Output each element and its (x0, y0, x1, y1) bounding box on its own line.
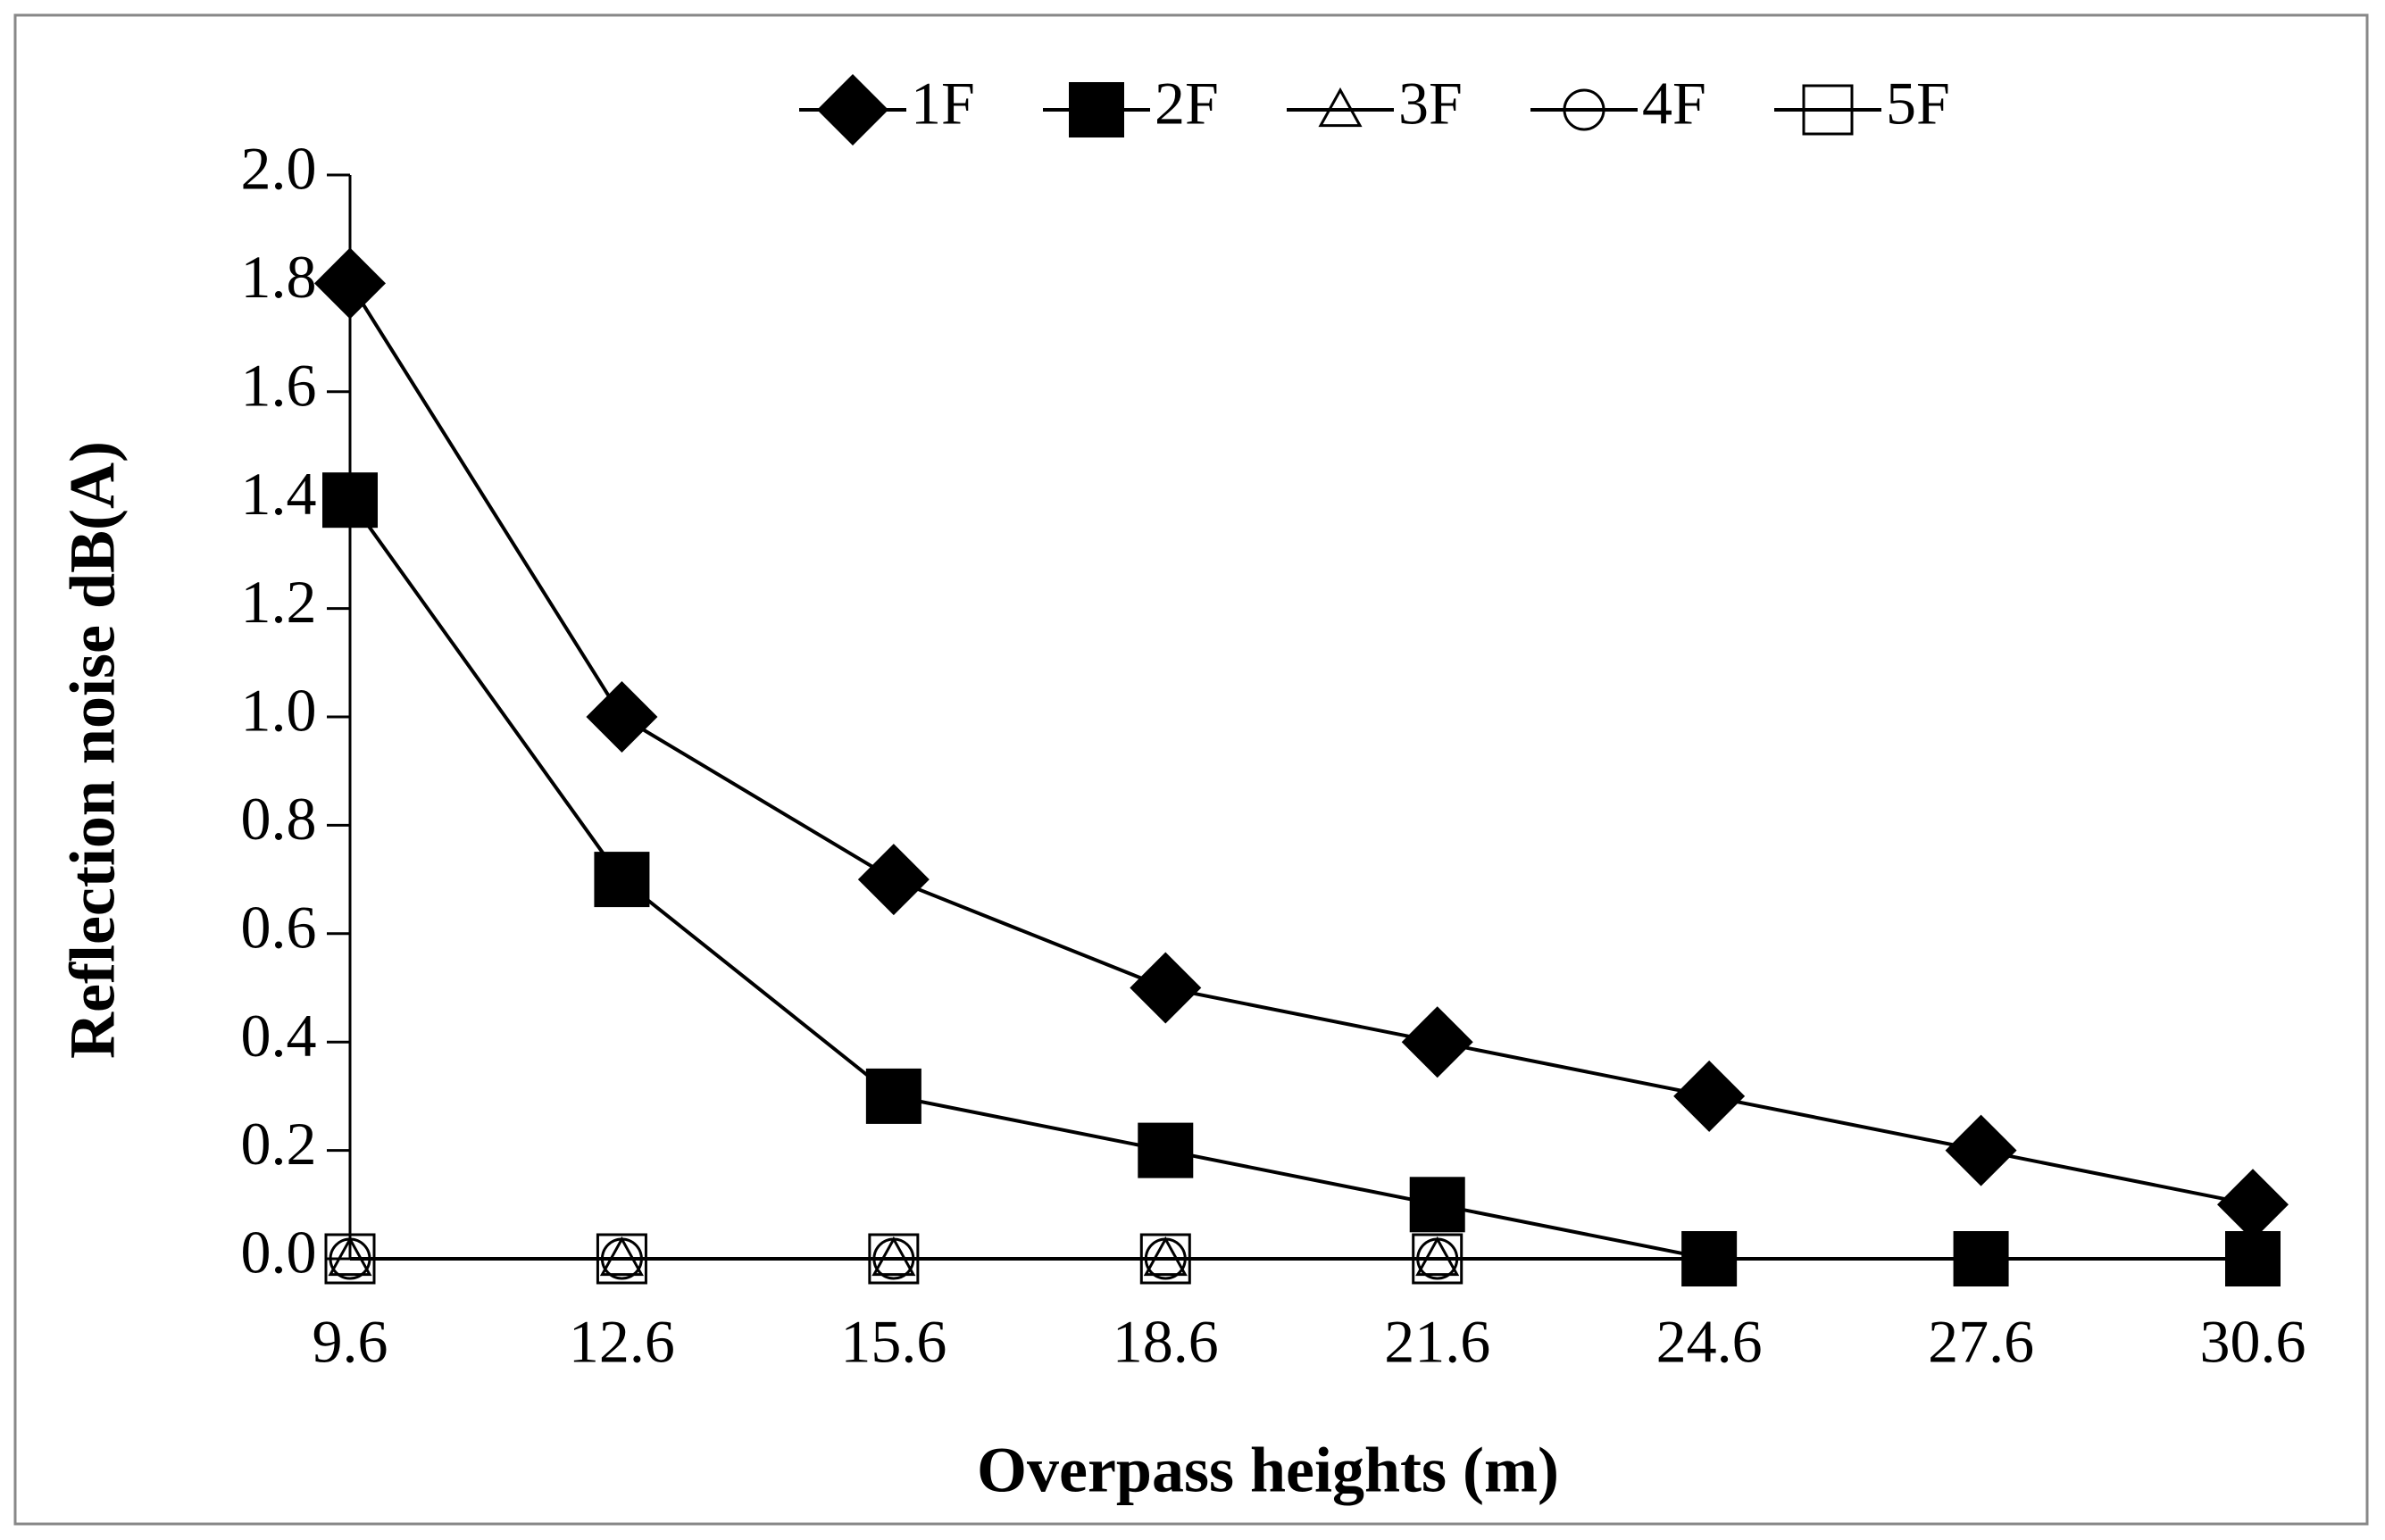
marker (594, 852, 650, 908)
marker (324, 1233, 376, 1285)
x-tick-label: 24.6 (1656, 1308, 1763, 1376)
marker (328, 1236, 372, 1277)
marker (1953, 1231, 2009, 1286)
marker (322, 472, 378, 529)
legend-label: 1F (911, 70, 975, 137)
marker (596, 1233, 647, 1285)
marker (857, 844, 930, 916)
marker (1945, 1114, 2017, 1186)
y-tick-label: 0.4 (241, 1002, 317, 1070)
x-tick-label: 27.6 (1928, 1308, 2034, 1376)
marker (2217, 1169, 2289, 1241)
y-tick-label: 1.6 (241, 351, 317, 419)
x-tick-label: 18.6 (1113, 1308, 1219, 1376)
marker (586, 681, 658, 753)
legend-marker (1318, 87, 1363, 128)
marker (1409, 1177, 1465, 1233)
marker (1138, 1122, 1194, 1178)
x-tick-label: 21.6 (1384, 1308, 1490, 1376)
chart-frame (13, 13, 2369, 1526)
y-tick-label: 0.6 (241, 893, 317, 961)
x-tick-label: 15.6 (840, 1308, 946, 1376)
y-axis-title: Reflection noise dB(A) (57, 441, 129, 1059)
marker (1401, 1006, 1473, 1078)
marker (1412, 1233, 1464, 1285)
marker (1673, 1060, 1746, 1132)
legend-label: 3F (1398, 70, 1463, 137)
legend-label: 4F (1642, 70, 1706, 137)
marker (1143, 1236, 1188, 1277)
y-tick-label: 0.8 (241, 785, 317, 853)
marker (1681, 1231, 1738, 1286)
y-tick-label: 0.2 (241, 1110, 317, 1178)
x-tick-label: 30.6 (2200, 1308, 2306, 1376)
y-tick-label: 2.0 (241, 135, 317, 203)
legend-marker (817, 74, 888, 146)
x-tick-label: 12.6 (569, 1308, 675, 1376)
series-line (348, 282, 2254, 1207)
marker (871, 1236, 916, 1277)
x-axis-title: Overpass heights (m) (977, 1435, 1559, 1506)
marker (314, 247, 386, 320)
marker (1139, 1233, 1191, 1285)
legend-marker (1563, 88, 1605, 131)
y-tick-label: 1.0 (241, 677, 317, 745)
y-tick-label: 1.2 (241, 568, 317, 636)
marker (599, 1236, 644, 1277)
legend-marker (1802, 84, 1854, 136)
x-tick-label: 9.6 (313, 1308, 388, 1376)
y-tick-label: 0.0 (241, 1219, 317, 1286)
legend-marker (1069, 82, 1124, 137)
y-tick-label: 1.8 (241, 243, 317, 311)
marker (1130, 952, 1202, 1024)
legend-label: 5F (1886, 70, 1950, 137)
marker (865, 1068, 921, 1124)
legend-label: 2F (1155, 70, 1219, 137)
marker (868, 1233, 920, 1285)
marker (2225, 1231, 2281, 1286)
marker (1415, 1236, 1460, 1277)
y-tick-label: 1.4 (241, 460, 317, 528)
